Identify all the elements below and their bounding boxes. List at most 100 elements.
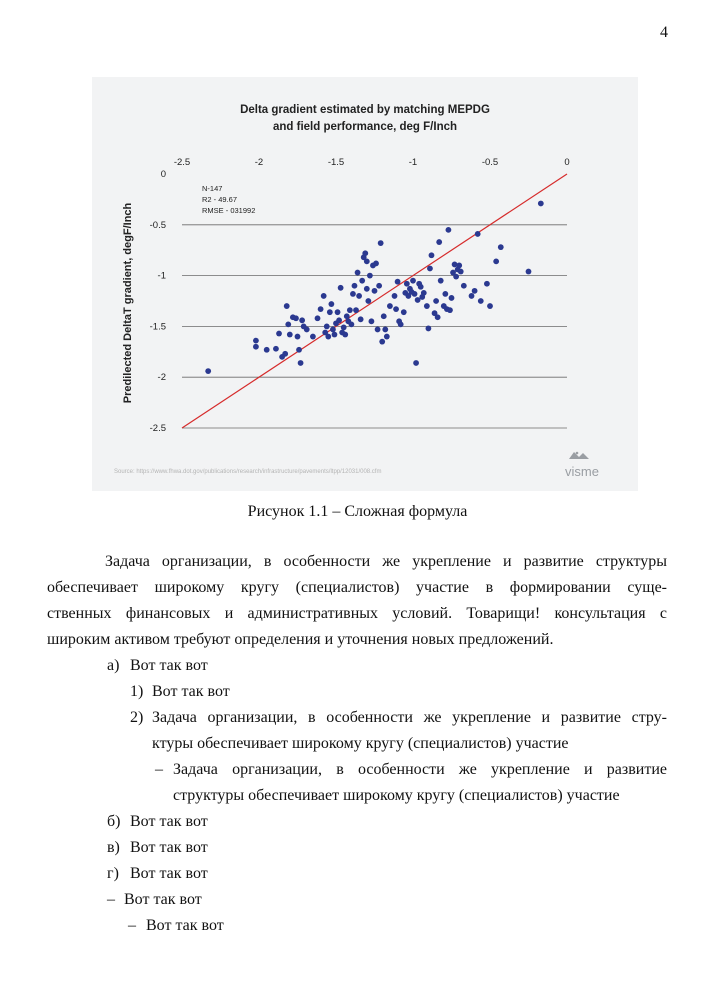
data-point bbox=[487, 303, 493, 309]
chart-title-line-1: Delta gradient estimated by matching MEP… bbox=[240, 104, 490, 116]
data-point bbox=[273, 345, 279, 352]
data-point bbox=[393, 306, 399, 313]
source-note: Source: https://www.fhwa.dot.gov/publica… bbox=[114, 469, 381, 475]
annotation-rmse: RMSE - 031992 bbox=[202, 206, 255, 215]
data-point bbox=[403, 280, 410, 287]
data-point bbox=[323, 323, 330, 330]
data-point bbox=[423, 303, 430, 309]
data-point bbox=[253, 337, 259, 344]
figure-chart: Delta gradient estimated by matching MEP… bbox=[92, 77, 638, 491]
annotation-n: N-147 bbox=[202, 184, 222, 193]
scatter-chart: Delta gradient estimated by matching MEP… bbox=[114, 104, 599, 479]
data-point bbox=[410, 277, 416, 284]
data-point bbox=[425, 325, 432, 332]
list-item-text: Вот так вот bbox=[146, 917, 224, 934]
data-point bbox=[285, 321, 292, 328]
data-point bbox=[387, 303, 393, 309]
data-point bbox=[414, 297, 421, 303]
data-point bbox=[320, 293, 327, 299]
data-point bbox=[334, 309, 341, 316]
list-item-text: Вот так вот bbox=[124, 891, 202, 908]
data-point bbox=[293, 315, 299, 322]
data-point bbox=[253, 343, 259, 350]
tick-labels: 0 -0.5 -1 -1.5 -2 -2.5 -2.5 -2 -1.5 -1 -0.5 0 bbox=[150, 157, 570, 434]
data-point bbox=[297, 360, 304, 366]
data-point bbox=[276, 330, 282, 337]
data-point bbox=[317, 306, 324, 313]
data-point bbox=[377, 240, 384, 246]
data-point bbox=[353, 307, 359, 314]
data-point bbox=[348, 321, 355, 328]
list-marker: г) bbox=[107, 865, 119, 882]
visme-logo-icon: visme bbox=[565, 451, 599, 479]
y-axis-label: Predilected DeltaT gradient, degF/Inch bbox=[122, 202, 134, 403]
list-item-text: Вот так вот bbox=[130, 813, 208, 830]
list-marker: – bbox=[128, 917, 136, 934]
data-point bbox=[359, 277, 366, 284]
list-marker: а) bbox=[107, 657, 120, 674]
data-point bbox=[322, 329, 329, 336]
data-point bbox=[354, 269, 361, 276]
data-point bbox=[330, 326, 336, 333]
x-tick-label: -0.5 bbox=[482, 157, 498, 168]
grid-lines bbox=[182, 224, 567, 429]
data-point bbox=[303, 326, 310, 333]
data-point bbox=[445, 226, 452, 233]
data-point bbox=[326, 309, 333, 316]
data-point bbox=[525, 268, 532, 275]
x-tick-label: -1 bbox=[409, 157, 417, 168]
data-point bbox=[493, 258, 500, 265]
data-point bbox=[363, 258, 370, 265]
data-point bbox=[325, 333, 332, 340]
list-item-text: Задача организации, в особенности же укр… bbox=[152, 709, 667, 726]
body-paragraph-line: широким активом требуют определения и ут… bbox=[47, 631, 554, 648]
list-marker: в) bbox=[107, 839, 120, 856]
body-paragraph-line: обеспечивает широкому кругу (специалисто… bbox=[47, 579, 667, 596]
data-point bbox=[299, 317, 306, 324]
data-point bbox=[356, 293, 362, 299]
y-tick-label: -0.5 bbox=[150, 220, 166, 231]
data-point bbox=[428, 252, 435, 259]
data-point bbox=[382, 326, 389, 333]
list-item-text: Вот так вот bbox=[130, 657, 208, 674]
list-marker: – bbox=[107, 891, 115, 908]
data-point bbox=[331, 331, 338, 338]
data-point bbox=[343, 313, 350, 320]
data-point bbox=[451, 261, 458, 268]
data-point bbox=[427, 265, 433, 272]
data-point bbox=[350, 290, 356, 297]
data-point bbox=[477, 298, 484, 304]
page-number: 4 bbox=[660, 24, 668, 41]
list-item-text: Вот так вот bbox=[130, 839, 208, 856]
data-point bbox=[434, 314, 441, 321]
data-point bbox=[391, 293, 398, 299]
data-point bbox=[374, 326, 381, 333]
list-item-text: ктуры обеспечивает широкому кругу (специ… bbox=[152, 735, 569, 752]
data-point bbox=[340, 324, 347, 331]
data-point bbox=[357, 316, 364, 323]
data-point bbox=[286, 331, 293, 338]
data-point bbox=[365, 298, 372, 304]
data-point bbox=[363, 285, 370, 292]
data-point bbox=[468, 293, 475, 299]
data-point bbox=[442, 290, 449, 297]
data-point bbox=[337, 284, 344, 291]
data-point bbox=[405, 293, 412, 299]
data-point bbox=[379, 338, 386, 345]
reference-line bbox=[181, 173, 568, 429]
data-point bbox=[457, 268, 464, 275]
annotation-r2: R2 - 49.67 bbox=[202, 195, 237, 204]
list-marker: 1) bbox=[130, 683, 144, 700]
data-point bbox=[436, 239, 443, 245]
y-tick-label: 0 bbox=[161, 169, 166, 180]
data-point bbox=[351, 282, 358, 289]
data-point bbox=[484, 280, 490, 287]
list-item-text: Задача организации, в особенности же укр… bbox=[173, 761, 667, 778]
list-marker: – bbox=[155, 761, 163, 778]
data-point bbox=[328, 301, 335, 307]
data-point bbox=[368, 318, 375, 325]
y-tick-label: -2.5 bbox=[150, 423, 166, 434]
data-point bbox=[397, 321, 404, 328]
data-point bbox=[376, 282, 383, 289]
body-paragraph-line: ственных финансовых и административных у… bbox=[47, 605, 667, 622]
